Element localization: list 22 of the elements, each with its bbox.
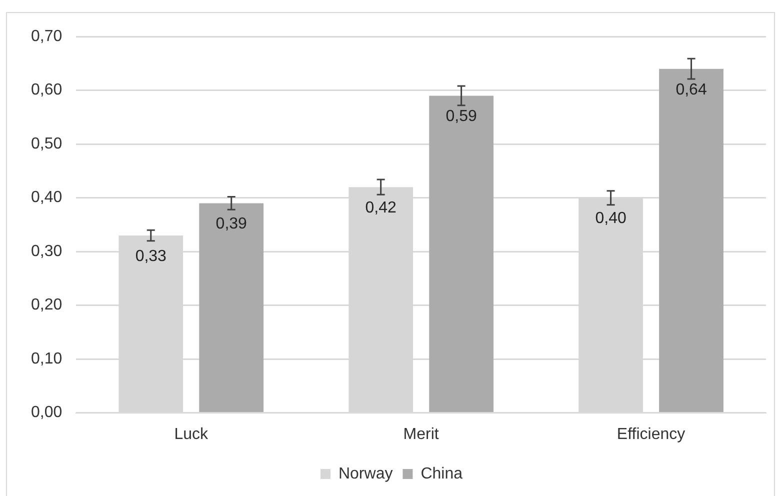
bar xyxy=(659,68,724,412)
data-label: 0,59 xyxy=(446,108,477,126)
y-tick-label: 0,70 xyxy=(31,28,62,46)
legend-label: China xyxy=(420,465,463,482)
y-tick-label: 0,30 xyxy=(31,242,62,260)
legend-label: Norway xyxy=(338,465,393,482)
data-label: 0,33 xyxy=(135,248,167,265)
x-tick-label: Luck xyxy=(174,426,210,443)
data-label: 0,64 xyxy=(676,81,707,98)
data-label: 0,40 xyxy=(595,210,626,228)
data-label: 0,39 xyxy=(216,216,248,233)
bar xyxy=(199,203,264,412)
y-tick-label: 0,60 xyxy=(31,82,62,99)
y-tick-label: 0,50 xyxy=(31,135,62,152)
x-tick-label: Merit xyxy=(403,426,440,443)
y-tick-label: 0,20 xyxy=(31,296,62,314)
x-tick-label: Efficiency xyxy=(616,426,686,443)
data-label: 0,42 xyxy=(365,199,396,216)
y-tick-label: 0,40 xyxy=(31,189,62,206)
bar xyxy=(429,96,494,412)
y-tick-label: 0,00 xyxy=(31,404,62,422)
y-tick-label: 0,10 xyxy=(31,350,62,368)
